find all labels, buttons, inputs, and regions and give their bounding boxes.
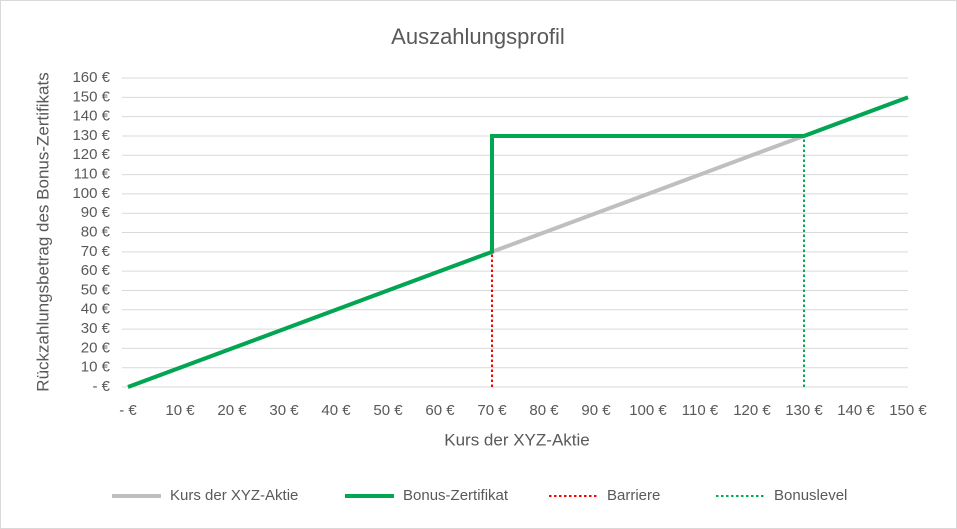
legend-label: Bonuslevel (774, 487, 847, 504)
y-tick-label: 30 € (81, 320, 111, 337)
x-tick-label: 150 € (889, 402, 927, 419)
chart-title: Auszahlungsprofil (391, 24, 565, 49)
x-tick-label: 90 € (581, 402, 611, 419)
x-tick-label: 50 € (373, 402, 403, 419)
y-tick-label: 10 € (81, 359, 111, 376)
y-tick-label: - € (92, 378, 110, 395)
x-tick-label: 110 € (682, 402, 719, 419)
legend-label: Barriere (607, 487, 660, 504)
y-tick-label: 150 € (72, 88, 110, 105)
x-tick-label: 140 € (837, 402, 875, 419)
x-tick-label: 40 € (321, 402, 351, 419)
x-tick-label: 120 € (733, 402, 771, 419)
legend-label: Kurs der XYZ-Aktie (170, 487, 298, 504)
legend-label: Bonus-Zertifikat (403, 487, 509, 504)
y-tick-label: 120 € (72, 146, 110, 163)
y-tick-label: 100 € (72, 185, 110, 202)
y-axis-title: Rückzahlungsbetrag des Bonus-Zertifikats (33, 72, 52, 391)
y-tick-label: 80 € (81, 223, 111, 240)
y-tick-label: 130 € (72, 127, 110, 144)
x-tick-label: 60 € (425, 402, 455, 419)
x-tick-label: 130 € (785, 402, 823, 419)
x-tick-label: 10 € (165, 402, 195, 419)
x-tick-label: - € (119, 402, 137, 419)
y-tick-label: 160 € (72, 69, 110, 86)
series-line (127, 95, 909, 389)
y-tick-label: 40 € (81, 301, 111, 318)
y-tick-label: 110 € (74, 166, 111, 183)
y-tick-label: 50 € (81, 281, 111, 298)
y-tick-label: 20 € (81, 339, 111, 356)
y-tick-label: 70 € (81, 243, 111, 260)
y-tick-label: 60 € (81, 262, 111, 279)
x-tick-label: 100 € (629, 402, 667, 419)
y-tick-label: 90 € (81, 204, 111, 221)
x-tick-label: 70 € (477, 402, 507, 419)
y-tick-label: 140 € (72, 108, 110, 125)
x-tick-label: 30 € (269, 402, 299, 419)
x-tick-label: 20 € (217, 402, 247, 419)
x-tick-label: 80 € (529, 402, 559, 419)
x-axis-title: Kurs der XYZ-Aktie (444, 430, 590, 449)
